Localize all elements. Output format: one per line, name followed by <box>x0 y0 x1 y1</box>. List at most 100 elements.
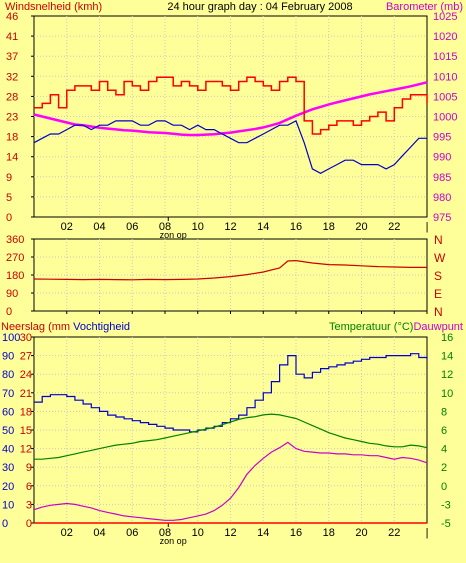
dewpoint-line <box>33 441 428 521</box>
temperature-tick-label: 6 <box>441 425 447 437</box>
x-tick-label: 06 <box>126 527 138 539</box>
y-tick-label: 360 <box>6 234 24 246</box>
x-tick-label: | <box>426 221 429 233</box>
rain-tick-label: 27 <box>20 351 32 363</box>
wind-gust-line <box>34 76 428 135</box>
rain-tick-label: 24 <box>20 369 32 381</box>
x-tick-label: 02 <box>61 221 73 233</box>
humidity-tick-label: 50 <box>2 425 14 437</box>
humidity-line <box>34 353 428 433</box>
humidity-tick-label: 90 <box>2 351 14 363</box>
y-tick-label: 1000 <box>433 112 457 124</box>
y-tick-label: 14 <box>6 152 18 164</box>
rain-tick-label: 9 <box>26 462 32 474</box>
sunrise-label: zon op <box>160 230 187 240</box>
x-tick-label: 12 <box>224 527 236 539</box>
x-tick-label: 18 <box>323 527 335 539</box>
temperature-tick-label: 14 <box>441 351 453 363</box>
x-tick-label: 10 <box>192 527 204 539</box>
temperature-line <box>34 413 428 460</box>
direction-label: S <box>434 269 442 283</box>
temperature-tick-label: 0 <box>441 481 447 493</box>
rain-tick-label: 18 <box>20 406 32 418</box>
x-tick-label: 16 <box>290 221 302 233</box>
y-tick-label: 1005 <box>433 91 457 103</box>
humidity-tick-label: 70 <box>2 388 14 400</box>
y-tick-label: 980 <box>433 192 451 204</box>
y-tick-label: 37 <box>6 51 18 63</box>
temperature-tick-label: 10 <box>441 388 453 400</box>
y-tick-label: 1020 <box>433 31 457 43</box>
wind-average-line <box>33 120 427 174</box>
direction-label: N <box>434 233 443 247</box>
y-tick-label: 270 <box>6 252 24 264</box>
temperature-tick-label: -5 <box>441 518 451 530</box>
y-tick-label: 5 <box>6 192 12 204</box>
x-tick-label: 08 <box>159 221 171 233</box>
x-tick-label: 12 <box>224 221 236 233</box>
rain-tick-label: 15 <box>20 425 32 437</box>
temperature-dewpoint-axis-title: Temperatuur (°C)Dauwpunt <box>329 321 463 333</box>
rain-tick-label: 12 <box>20 444 32 456</box>
x-tick-label: 14 <box>257 221 269 233</box>
y-tick-label: 9 <box>6 172 12 184</box>
direction-label: E <box>434 287 442 301</box>
rain-humidity-axis-title: Neerslag (mm Vochtigheid <box>1 321 130 333</box>
humidity-tick-label: 30 <box>2 462 14 474</box>
y-tick-label: 1025 <box>433 11 457 23</box>
y-tick-label: 23 <box>6 112 18 124</box>
humidity-tick-label: 0 <box>2 518 8 530</box>
rain-tick-label: 3 <box>26 499 32 511</box>
rain-tick-label: 6 <box>26 481 32 493</box>
temperature-tick-label: 8 <box>441 406 447 418</box>
y-tick-label: 32 <box>6 71 18 83</box>
y-tick-label: 985 <box>433 172 451 184</box>
humidity-tick-label: 40 <box>2 444 14 456</box>
sunrise-label: zon op <box>160 536 187 546</box>
wind-speed-axis-title: Windsnelheid (kmh) <box>5 1 102 13</box>
y-tick-label: 41 <box>6 31 18 43</box>
x-tick-label: 04 <box>93 527 105 539</box>
humidity-tick-label: 80 <box>2 369 14 381</box>
temperature-tick-label: 2 <box>441 462 447 474</box>
y-tick-label: 18 <box>6 132 18 144</box>
rain-tick-label: 21 <box>20 388 32 400</box>
x-tick-label: 04 <box>93 221 105 233</box>
x-tick-label: 10 <box>192 221 204 233</box>
barometer-line <box>33 81 428 137</box>
humidity-tick-label: 100 <box>2 332 20 344</box>
temperature-tick-label: 4 <box>441 444 447 456</box>
y-tick-label: 1015 <box>433 51 457 63</box>
x-tick-label: 22 <box>388 527 400 539</box>
y-tick-label: 1010 <box>433 71 457 83</box>
y-tick-label: 28 <box>6 91 18 103</box>
x-tick-label: 22 <box>388 221 400 233</box>
y-tick-label: 990 <box>433 152 451 164</box>
x-tick-label: | <box>426 527 429 539</box>
direction-label: N <box>434 305 443 319</box>
x-tick-label: 16 <box>290 527 302 539</box>
temperature-tick-label: -3 <box>441 499 451 511</box>
x-tick-label: 20 <box>355 527 367 539</box>
barometer-axis-title: Barometer (mb) <box>386 1 463 13</box>
rain-tick-label: 30 <box>20 332 32 344</box>
x-tick-label: 08 <box>159 527 171 539</box>
x-tick-label: 18 <box>323 221 335 233</box>
temperature-tick-label: 12 <box>441 369 453 381</box>
y-tick-label: 0 <box>6 306 12 318</box>
x-tick-label: 14 <box>257 527 269 539</box>
y-tick-label: 975 <box>433 212 451 224</box>
x-tick-label: 06 <box>126 221 138 233</box>
x-tick-label: 20 <box>355 221 367 233</box>
rain-tick-label: 0 <box>26 518 32 530</box>
wind-direction-line <box>33 259 427 281</box>
y-tick-label: 180 <box>6 270 24 282</box>
direction-label: W <box>434 251 446 265</box>
humidity-tick-label: 10 <box>2 499 14 511</box>
y-tick-label: 0 <box>6 212 12 224</box>
graph-title: 24 hour graph day : 04 February 2008 <box>167 1 352 13</box>
humidity-tick-label: 20 <box>2 481 14 493</box>
y-tick-label: 90 <box>6 288 18 300</box>
y-tick-label: 46 <box>6 11 18 23</box>
